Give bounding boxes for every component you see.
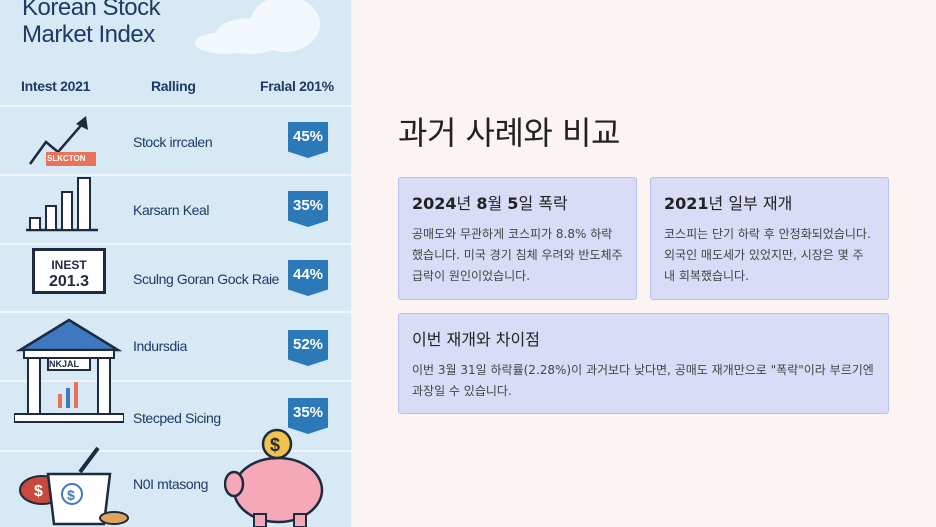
cloud-icon	[250, 0, 320, 52]
page-title: 과거 사례와 비교	[398, 114, 620, 152]
title-line-1: Korean Stock	[22, 0, 161, 21]
infographic-title: Korean Stock Market Index	[22, 0, 161, 48]
board-text: INEST	[51, 258, 87, 272]
divider	[0, 311, 351, 313]
bar-chart-icon	[26, 177, 98, 232]
board-value: 201.3	[48, 273, 90, 290]
card-title: 2024년 8월 5일 폭락	[412, 194, 568, 213]
column-header: Fralal 201%	[260, 78, 334, 94]
card-body: 공매도와 무관하게 코스피가 8.8% 하락했습니다. 미국 경기 침체 우려와…	[412, 227, 623, 283]
row-label: Indursdia	[133, 338, 187, 354]
card-title: 이번 재개와 차이점	[412, 330, 540, 349]
title-line-2: Market Index	[22, 21, 155, 48]
exchange-building-icon	[14, 318, 124, 423]
svg-text:$: $	[67, 487, 75, 503]
percent-badge: 35%	[288, 398, 328, 434]
row-label: Stecped Sicing	[133, 410, 221, 426]
money-bag-icon: $ $	[19, 446, 129, 526]
percent-badge: 44%	[288, 260, 328, 296]
divider	[0, 243, 351, 245]
card-differences: 이번 재개와 차이점 이번 3월 31일 하락률(2.28%)이 과거보다 낮다…	[398, 313, 889, 414]
divider	[0, 105, 351, 107]
column-header: Ralling	[151, 78, 196, 94]
divider	[0, 380, 351, 382]
index-board-icon: INEST 201.3	[32, 248, 106, 294]
card-body: 이번 3월 31일 하락률(2.28%)이 과거보다 낮다면, 공매도 재개만으…	[412, 363, 874, 398]
row-label: Stock irrcalen	[133, 134, 213, 150]
card-2021-resume: 2021년 일부 재개 코스피는 단기 하락 후 안정화되었습니다. 외국인 매…	[650, 177, 889, 300]
svg-text:$: $	[34, 483, 43, 500]
card-body: 코스피는 단기 하락 후 안정화되었습니다. 외국인 매도세가 있었지만, 시장…	[664, 227, 871, 283]
column-header: Intest 2021	[21, 78, 91, 94]
card-2024-crash: 2024년 8월 5일 폭락 공매도와 무관하게 코스피가 8.8% 하락했습니…	[398, 177, 637, 300]
infographic-panel: Korean Stock Market Index Intest 2021 Ra…	[0, 0, 351, 527]
divider	[0, 450, 351, 452]
row-label: N0I mtasong	[133, 476, 208, 492]
percent-badge: 52%	[288, 330, 328, 366]
row-label: Karsarn Keal	[133, 202, 210, 218]
percent-badge: 45%	[288, 122, 328, 158]
svg-text:$: $	[270, 435, 280, 455]
building-sign: NKJAL	[49, 359, 80, 369]
percent-badge: 35%	[288, 191, 328, 227]
trend-arrow-icon	[28, 116, 96, 166]
divider	[0, 174, 351, 176]
row-label: Sculng Goran Gock Raie	[133, 271, 280, 287]
card-title: 2021년 일부 재개	[664, 194, 793, 213]
tag-label: SLKCTON	[47, 154, 86, 163]
piggy-bank-icon: $	[224, 428, 324, 527]
cloud-icon	[195, 32, 255, 54]
